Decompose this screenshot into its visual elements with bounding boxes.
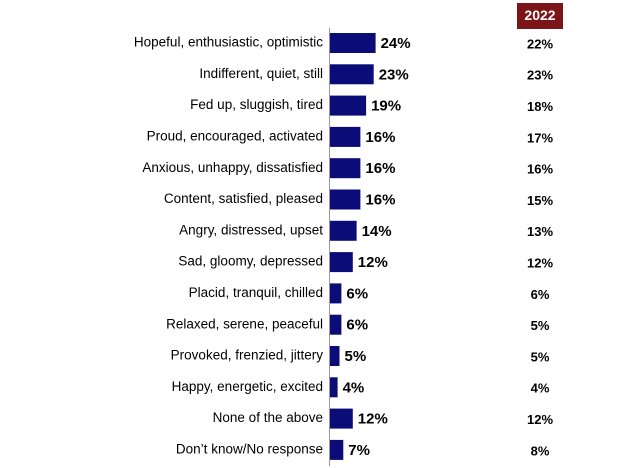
category-label: Indifferent, quiet, still [199,66,323,81]
value-label: 6% [346,317,368,334]
comparison-value: 18% [527,99,553,114]
comparison-value: 8% [531,443,550,458]
bar [330,95,367,116]
bar [330,439,344,460]
category-label: Sad, gloomy, depressed [178,254,323,269]
comparison-value: 6% [531,287,550,302]
bar [330,283,342,304]
value-label: 19% [371,98,401,115]
value-label: 16% [365,160,395,177]
value-label: 16% [365,191,395,208]
comparison-value: 16% [527,162,553,177]
comparison-value: 22% [527,36,553,51]
bar [330,158,361,179]
value-label: 4% [343,379,365,396]
comparison-value: 5% [531,318,550,333]
value-label: 12% [358,411,388,428]
bar [330,189,361,210]
value-label: 23% [379,66,409,83]
category-label: Proud, encouraged, activated [147,128,323,143]
bar [330,252,353,273]
category-label: Don’t know/No response [176,441,323,456]
category-label: Fed up, sluggish, tired [190,97,323,112]
category-label: Content, satisfied, pleased [164,191,323,206]
bar [330,377,338,398]
comparison-value: 17% [527,130,553,145]
category-label: Hopeful, enthusiastic, optimistic [134,35,323,50]
comparison-value: 15% [527,193,553,208]
comparison-header-bg [517,3,563,29]
value-label: 14% [362,223,392,240]
comparison-header: 2022 [524,7,555,23]
comparison-value: 4% [531,381,550,396]
bar [330,64,374,85]
value-label: 12% [358,254,388,271]
value-label: 24% [381,35,411,52]
comparison-value: 5% [531,349,550,364]
bar [330,33,376,53]
value-label: 16% [365,129,395,146]
bar [330,126,361,147]
comparison-value: 12% [527,256,553,271]
category-label: None of the above [213,410,323,425]
bar [330,408,353,429]
category-label: Happy, energetic, excited [172,379,323,394]
value-label: 5% [345,348,367,365]
comparison-value: 13% [527,224,553,239]
bar [330,314,342,335]
category-label: Angry, distressed, upset [179,222,323,237]
category-label: Relaxed, serene, peaceful [166,316,323,331]
comparison-value: 23% [527,68,553,83]
category-label: Anxious, unhappy, dissatisfied [142,160,323,175]
category-label: Provoked, frenzied, jittery [171,348,324,363]
bar [330,220,357,241]
value-label: 7% [348,442,370,459]
comparison-value: 12% [527,412,553,427]
bar [330,346,340,366]
category-label: Placid, tranquil, chilled [189,285,323,300]
value-label: 6% [346,285,368,302]
